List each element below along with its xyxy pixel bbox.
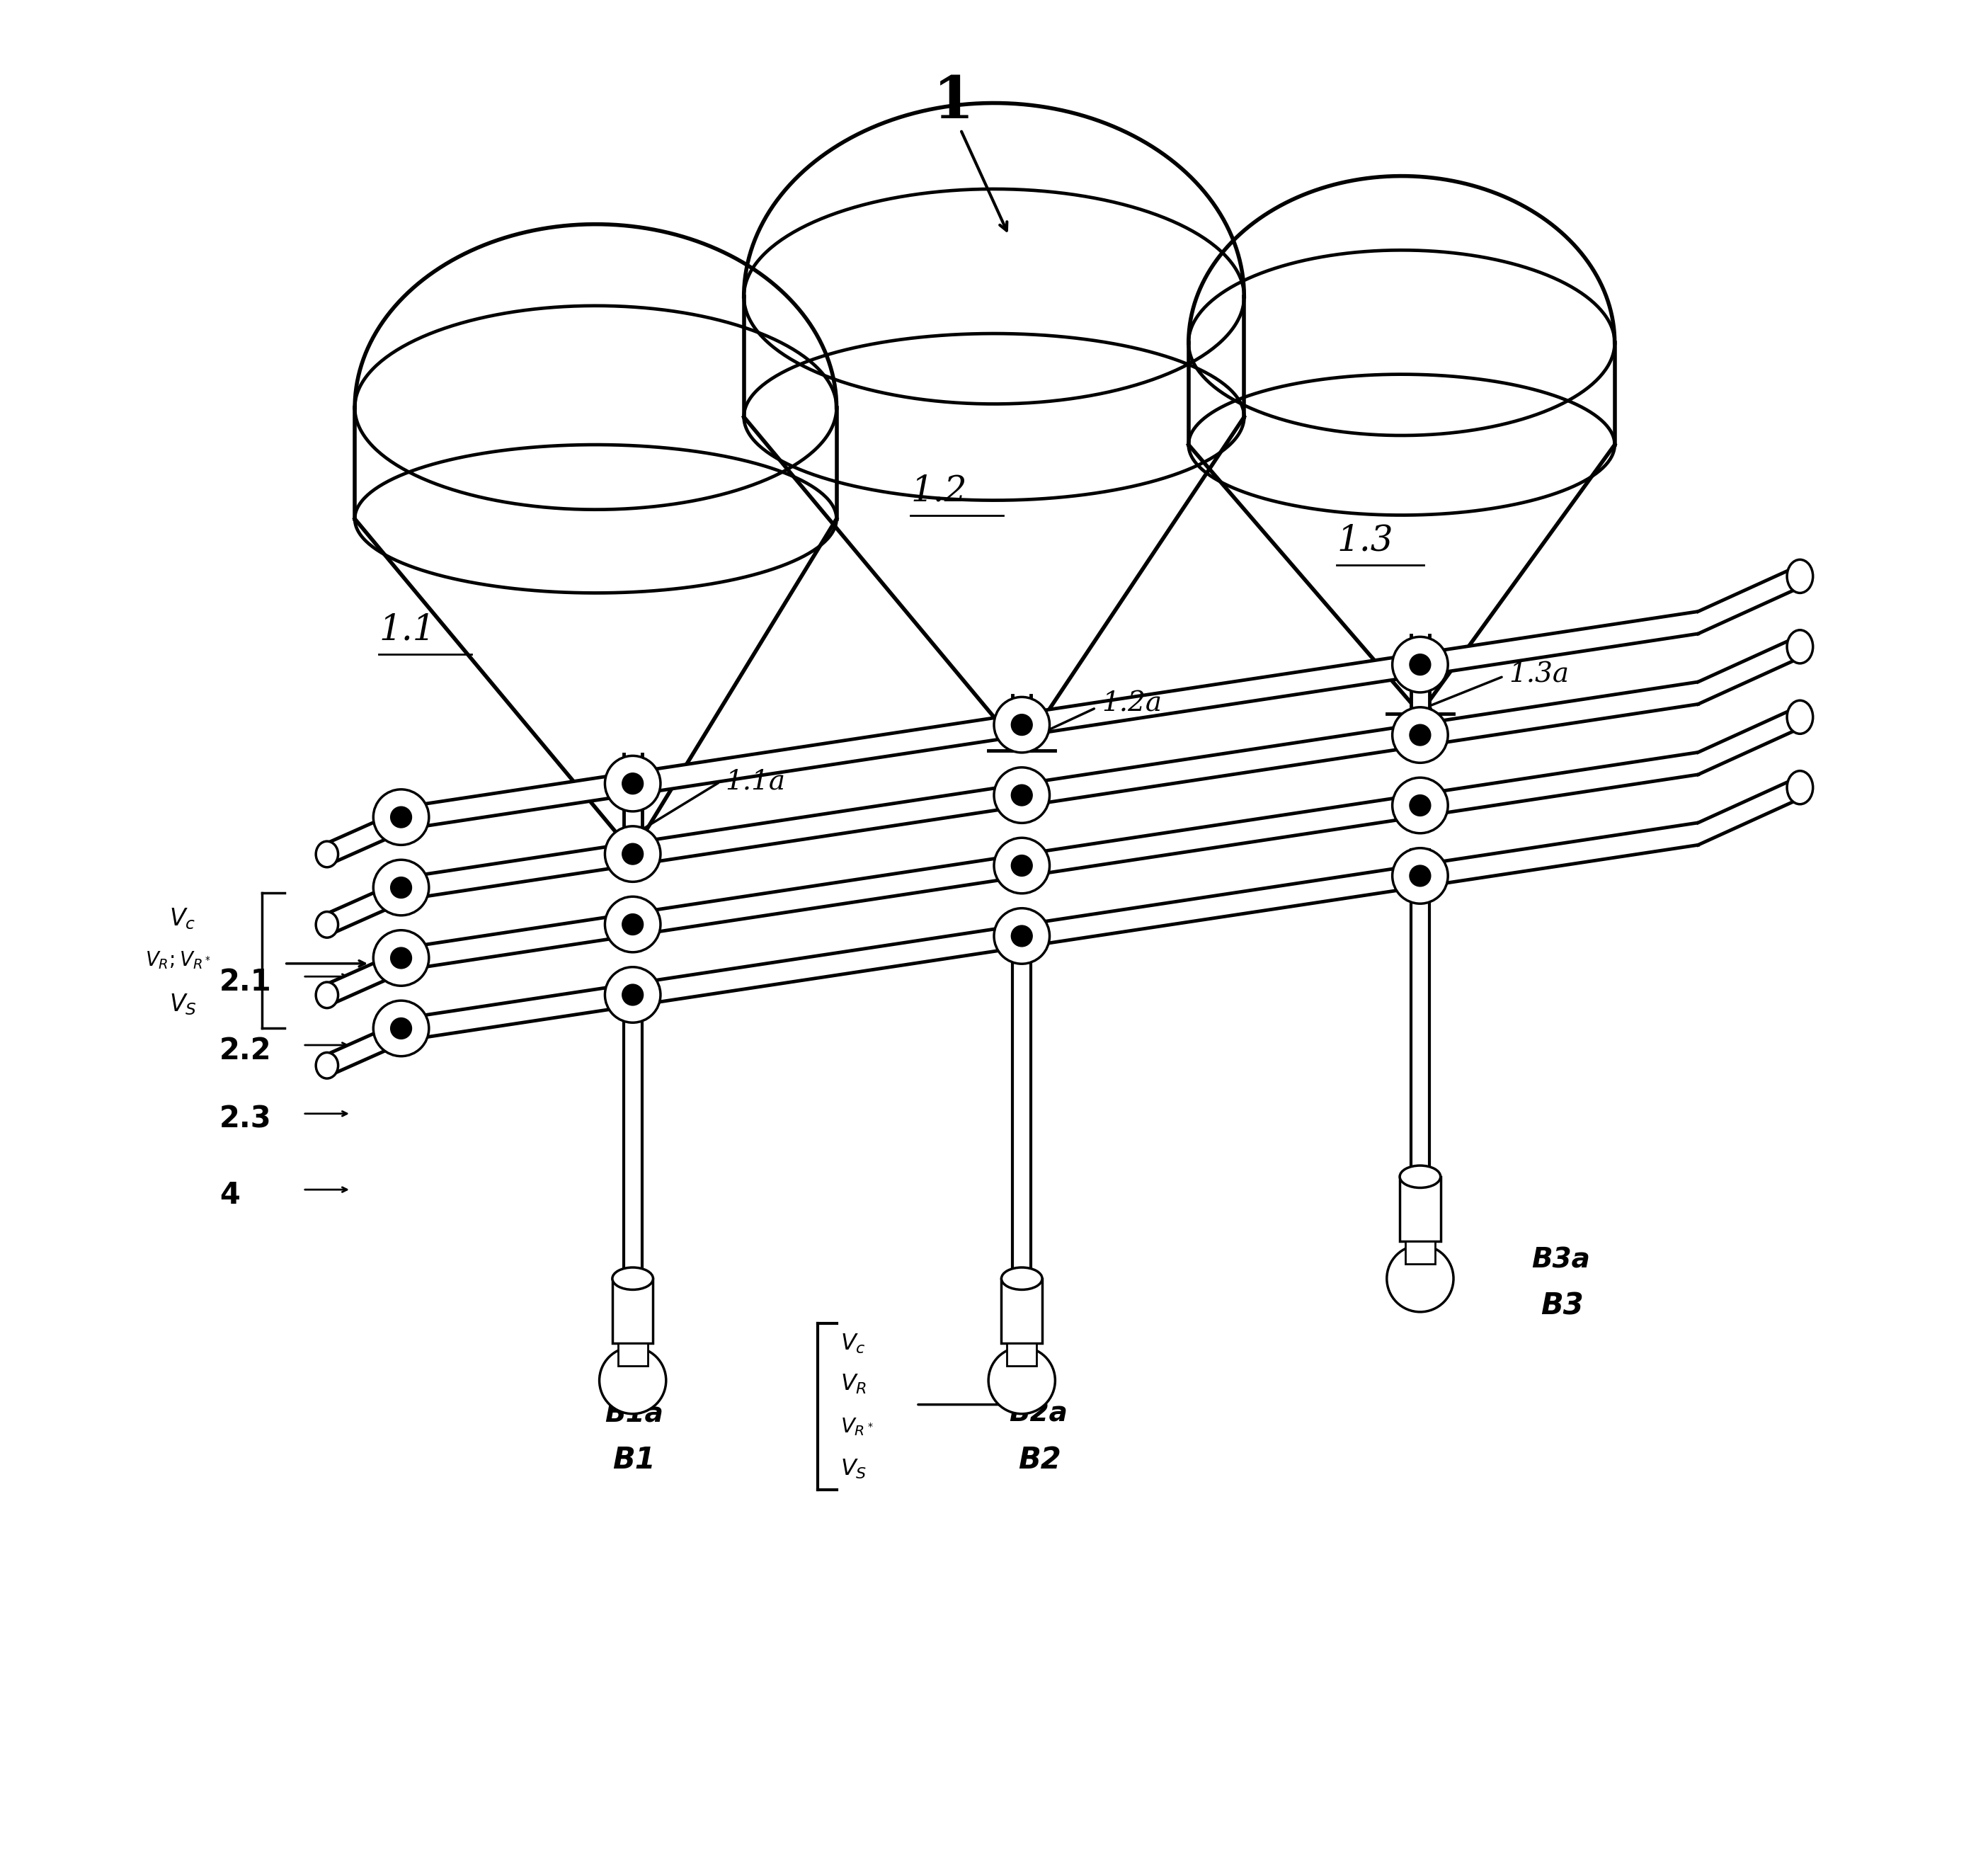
Circle shape: [598, 1347, 666, 1414]
Circle shape: [1409, 795, 1431, 815]
Circle shape: [604, 897, 660, 952]
Text: B1: B1: [612, 1445, 656, 1475]
Bar: [1400, 1177, 1441, 1242]
Circle shape: [1409, 654, 1431, 674]
Text: 1.2a: 1.2a: [1101, 691, 1161, 717]
Ellipse shape: [1787, 700, 1813, 734]
Text: 2.1: 2.1: [219, 967, 272, 997]
Text: $V_R$: $V_R$: [841, 1373, 867, 1395]
Circle shape: [604, 826, 660, 882]
Circle shape: [374, 789, 429, 845]
Ellipse shape: [1002, 1267, 1042, 1290]
Text: 1: 1: [932, 74, 974, 130]
Circle shape: [1012, 925, 1032, 947]
Text: B2: B2: [1018, 1445, 1062, 1475]
Circle shape: [1012, 713, 1032, 736]
Circle shape: [1392, 778, 1447, 834]
Text: 2.3: 2.3: [219, 1104, 272, 1134]
Bar: [1002, 1279, 1042, 1343]
Text: $V_S$: $V_S$: [841, 1458, 867, 1481]
Text: B3a: B3a: [1531, 1247, 1590, 1273]
Circle shape: [1392, 637, 1447, 693]
Circle shape: [390, 1017, 412, 1040]
Ellipse shape: [1787, 630, 1813, 663]
Text: $V_R; V_{R^*}$: $V_R; V_{R^*}$: [145, 949, 211, 971]
Circle shape: [994, 767, 1050, 823]
Text: 1.1a: 1.1a: [726, 769, 785, 795]
Circle shape: [988, 1347, 1056, 1414]
Circle shape: [1409, 725, 1431, 745]
Ellipse shape: [316, 982, 338, 1008]
Bar: [612, 1279, 654, 1343]
Circle shape: [390, 806, 412, 828]
Ellipse shape: [316, 912, 338, 938]
Circle shape: [1388, 1245, 1453, 1312]
Circle shape: [374, 860, 429, 915]
Bar: [618, 1343, 648, 1366]
Ellipse shape: [316, 1053, 338, 1078]
Circle shape: [1409, 865, 1431, 886]
Text: $V_{R^*}$: $V_{R^*}$: [841, 1416, 873, 1438]
Circle shape: [1392, 849, 1447, 904]
Text: 1.1: 1.1: [380, 613, 435, 647]
Text: $V_c$: $V_c$: [841, 1332, 865, 1355]
Text: B3: B3: [1541, 1292, 1584, 1321]
Text: B1a: B1a: [604, 1401, 664, 1427]
Text: 4: 4: [219, 1180, 241, 1210]
Ellipse shape: [612, 1267, 654, 1290]
Bar: [1008, 1343, 1036, 1366]
Circle shape: [374, 1001, 429, 1056]
Circle shape: [622, 773, 644, 795]
Circle shape: [1012, 854, 1032, 876]
Circle shape: [1392, 708, 1447, 763]
Text: 1.3: 1.3: [1336, 524, 1394, 558]
Circle shape: [374, 930, 429, 986]
Ellipse shape: [1400, 1166, 1441, 1188]
Ellipse shape: [1787, 560, 1813, 593]
Circle shape: [994, 697, 1050, 752]
Text: 2.2: 2.2: [219, 1036, 272, 1065]
Circle shape: [390, 876, 412, 899]
Bar: [1406, 1242, 1435, 1264]
Ellipse shape: [316, 841, 338, 867]
Circle shape: [622, 984, 644, 1006]
Text: $V_S$: $V_S$: [169, 991, 197, 1017]
Text: 1.3a: 1.3a: [1509, 662, 1569, 687]
Circle shape: [994, 908, 1050, 964]
Circle shape: [1012, 784, 1032, 806]
Ellipse shape: [1787, 771, 1813, 804]
Text: B2a: B2a: [1008, 1401, 1068, 1427]
Circle shape: [994, 838, 1050, 893]
Circle shape: [622, 843, 644, 865]
Text: 1.2: 1.2: [911, 474, 966, 508]
Circle shape: [604, 756, 660, 812]
Circle shape: [622, 914, 644, 936]
Circle shape: [390, 947, 412, 969]
Text: $V_c$: $V_c$: [169, 906, 197, 932]
Circle shape: [604, 967, 660, 1023]
